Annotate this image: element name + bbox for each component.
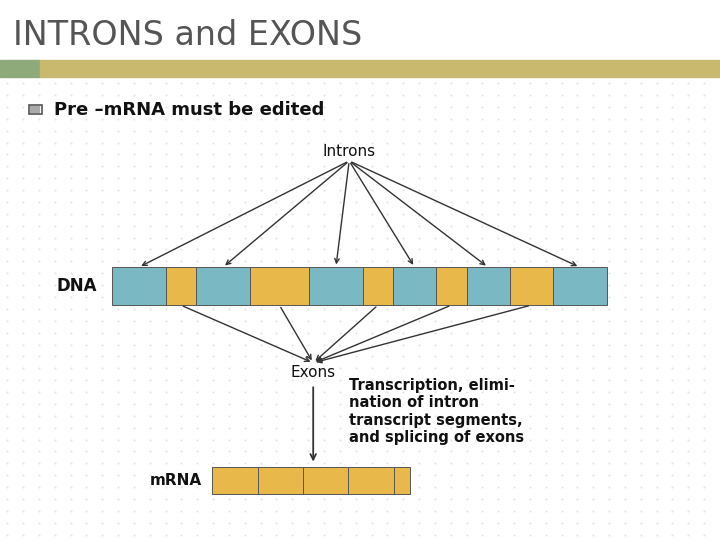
Text: mRNA: mRNA	[150, 473, 202, 488]
Bar	[309, 267, 363, 305]
Text: DNA: DNA	[57, 277, 97, 295]
Text: Pre –mRNA must be edited: Pre –mRNA must be edited	[54, 100, 325, 119]
Bar	[250, 267, 309, 305]
Bar	[30, 106, 40, 113]
Bar	[212, 467, 410, 494]
Bar	[393, 267, 436, 305]
Bar	[112, 267, 166, 305]
Text: Exons: Exons	[291, 365, 336, 380]
Bar	[553, 267, 607, 305]
Bar	[40, 60, 720, 77]
Bar	[436, 267, 467, 305]
Bar	[29, 105, 42, 114]
Bar	[467, 267, 510, 305]
Bar	[363, 267, 393, 305]
Bar	[510, 267, 553, 305]
Bar	[196, 267, 250, 305]
Text: Introns: Introns	[323, 144, 376, 159]
Text: Transcription, elimi-
nation of intron
transcript segments,
and splicing of exon: Transcription, elimi- nation of intron t…	[349, 378, 524, 445]
Bar	[166, 267, 196, 305]
Text: INTRONS and EXONS: INTRONS and EXONS	[13, 18, 362, 52]
Bar	[0, 60, 40, 77]
